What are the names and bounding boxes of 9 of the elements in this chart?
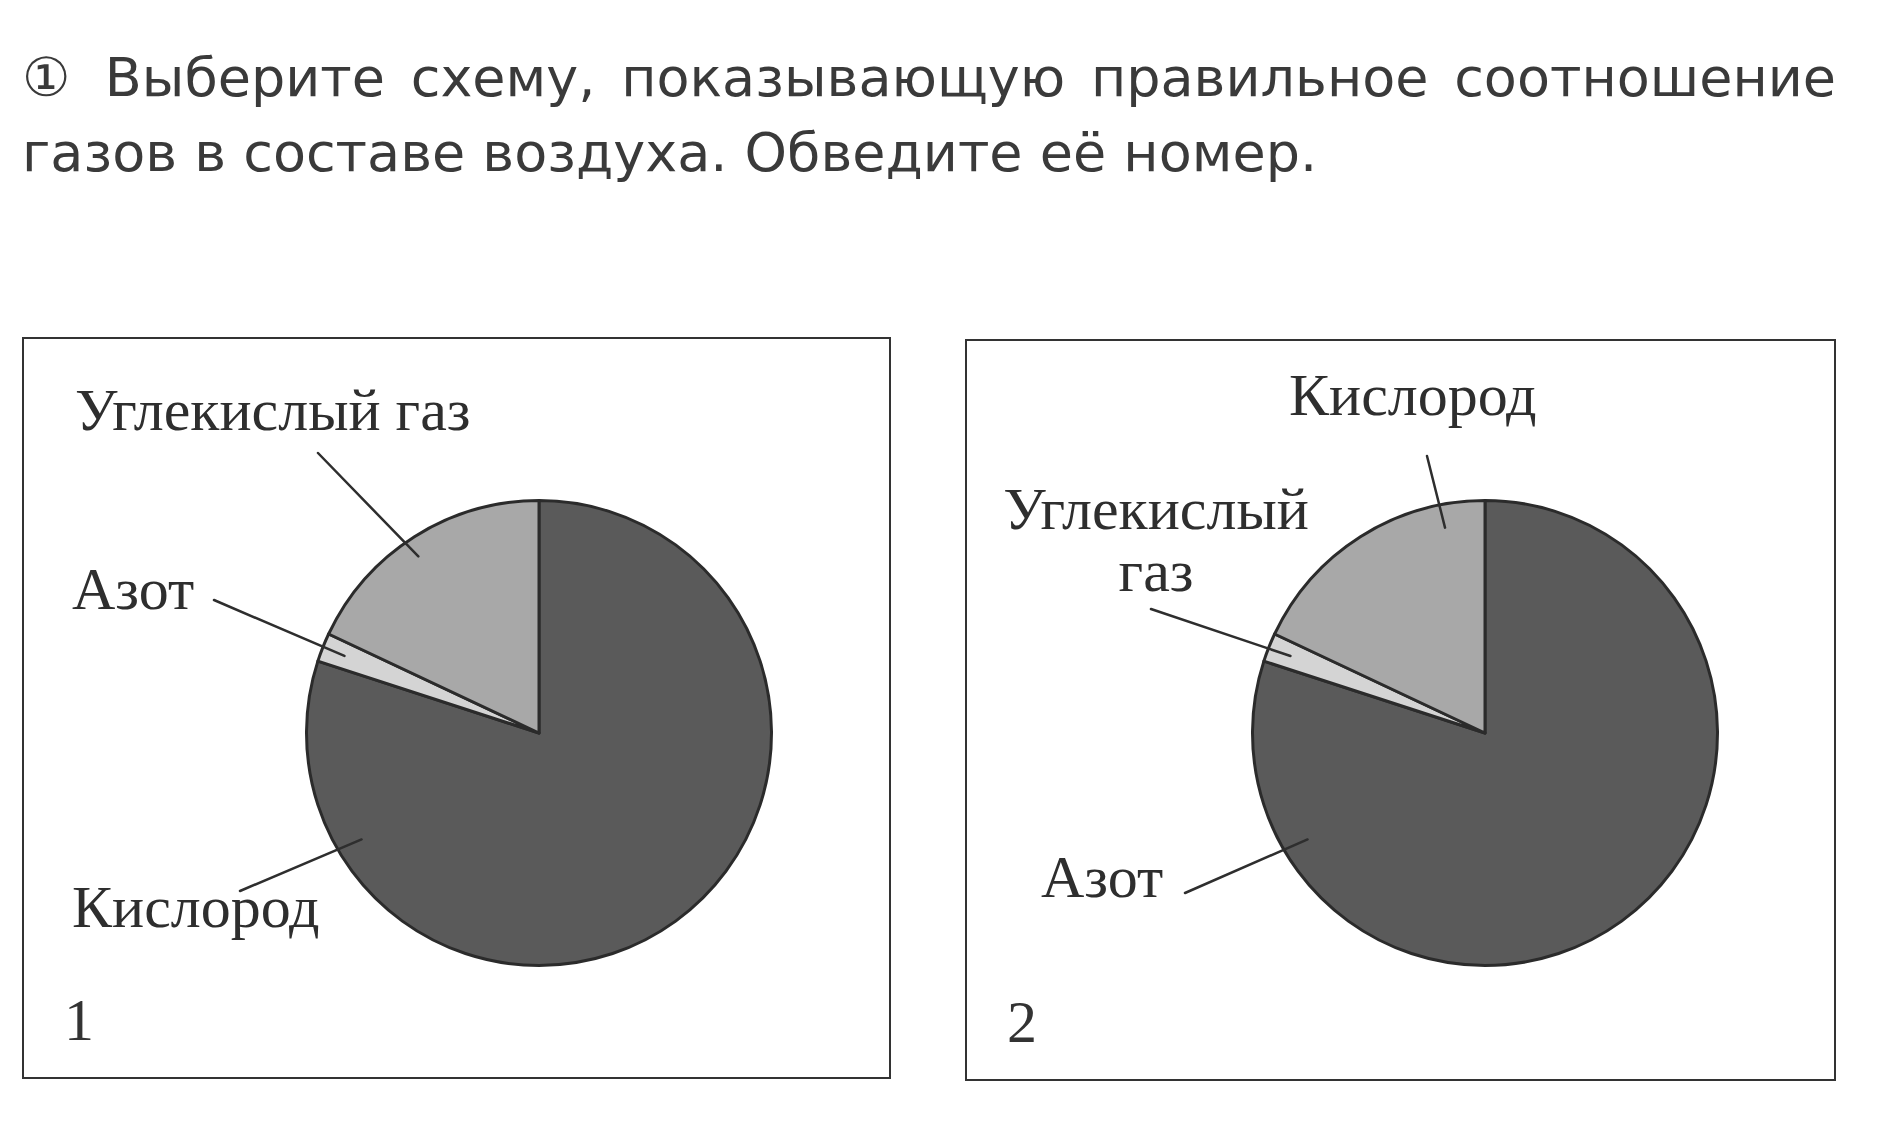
slice-label: Кислород — [1289, 361, 1537, 428]
slice-label: Азот — [1041, 843, 1164, 910]
slice-label: Углекислый газ — [75, 376, 471, 443]
text: 2 — [1007, 989, 1037, 1055]
text: 1 — [64, 987, 94, 1053]
slice-label: Углекислый газ — [1003, 475, 1309, 604]
slice-label: Азот — [72, 555, 195, 622]
slice-label: Кислород — [72, 873, 320, 940]
text: ① Выберите схему, показывающую правильное соотношение газов в составе воздуха. Обведите её номер. — [22, 45, 1836, 186]
